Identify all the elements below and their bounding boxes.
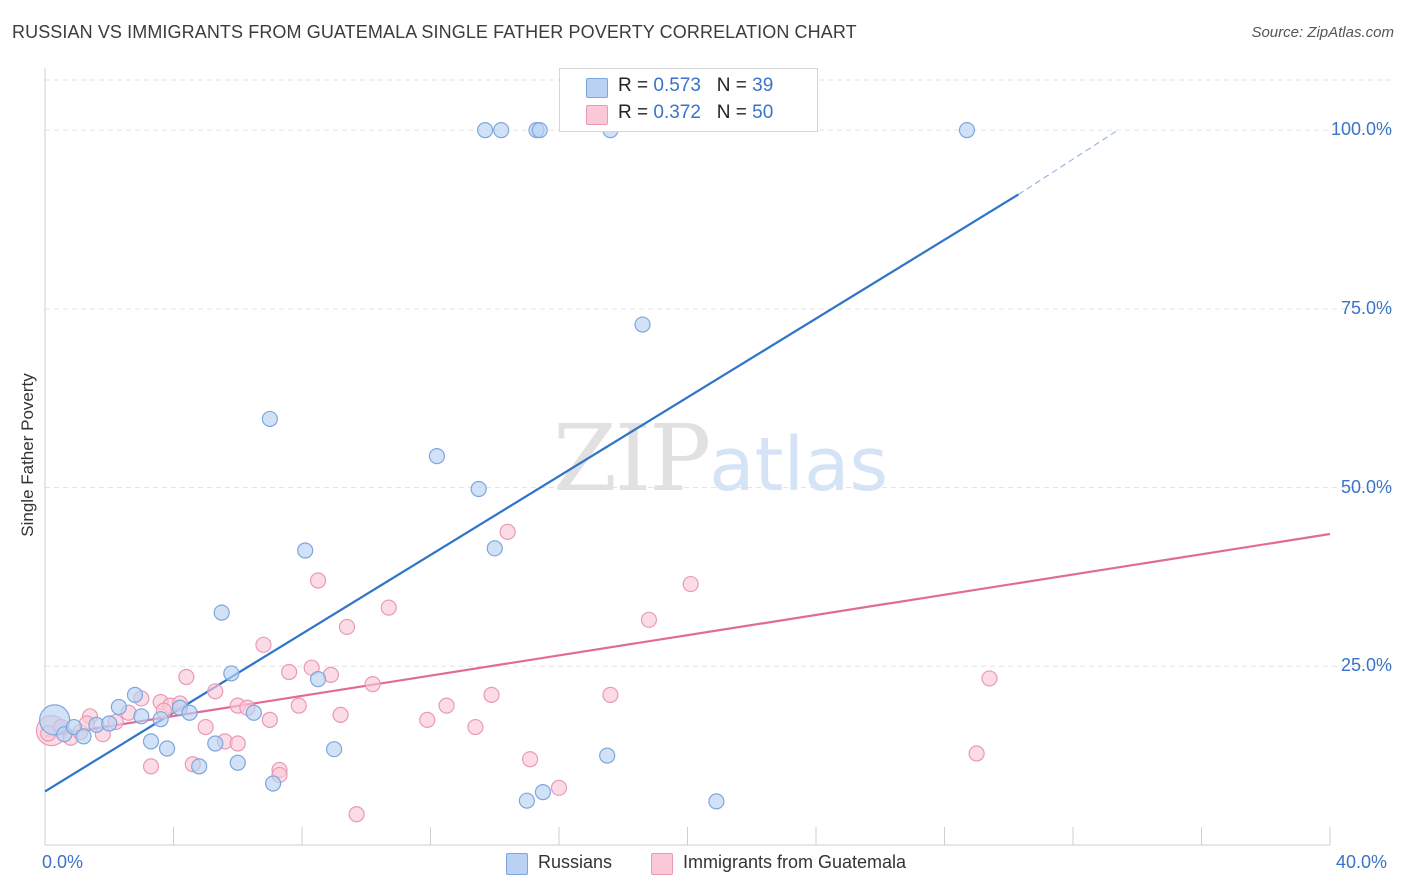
legend-swatch-guatemala — [586, 105, 608, 125]
legend-r-label: R = — [618, 75, 649, 96]
stats-legend: R = 0.573 N = 39 R = 0.372 N = 50 — [559, 68, 818, 132]
series-swatch-guatemala — [651, 853, 673, 875]
point-russians — [534, 783, 552, 801]
point-guatemala — [197, 718, 214, 736]
watermark: ZIPatlas — [553, 405, 888, 512]
point-russians — [531, 122, 548, 139]
point-russians — [229, 754, 246, 771]
point-russians — [486, 540, 503, 557]
point-russians — [326, 741, 343, 758]
point-guatemala — [419, 711, 436, 728]
legend-n-value-russians: 39 — [752, 75, 774, 96]
trendline-russians — [44, 193, 1019, 793]
point-russians — [493, 122, 510, 139]
trendline-russians-extension — [1018, 129, 1119, 195]
point-guatemala — [981, 670, 998, 687]
source-credit: Source: ZipAtlas.com — [1251, 24, 1394, 41]
point-russians — [634, 316, 651, 333]
point-russians — [126, 686, 144, 703]
point-russians — [264, 775, 282, 792]
point-russians — [207, 735, 224, 752]
point-guatemala — [281, 663, 298, 681]
point-russians — [75, 728, 92, 745]
point-russians — [110, 698, 127, 716]
x-tick-label-min: 0.0% — [42, 852, 84, 872]
point-guatemala — [682, 575, 699, 593]
point-guatemala — [364, 676, 381, 693]
point-guatemala — [255, 636, 272, 653]
point-russians — [261, 410, 278, 428]
series-label-guatemala: Immigrants from Guatemala — [683, 852, 907, 872]
point-guatemala — [550, 779, 568, 796]
point-russians — [245, 704, 262, 721]
y-tick-label: 75.0% — [1340, 297, 1392, 318]
point-guatemala — [309, 572, 327, 589]
point-russians — [518, 792, 535, 809]
watermark-zip: ZIP — [553, 405, 711, 512]
y-tick-label: 50.0% — [1340, 476, 1392, 497]
trendline-guatemala — [44, 532, 1331, 738]
legend-r-value-guatemala: 0.372 — [653, 102, 701, 123]
point-guatemala — [380, 599, 397, 616]
point-guatemala — [332, 706, 349, 723]
series-label-russians: Russians — [538, 852, 613, 872]
watermark-atlas: atlas — [709, 422, 888, 508]
point-guatemala — [142, 758, 160, 775]
point-russians — [470, 480, 487, 498]
point-guatemala — [338, 618, 356, 636]
axes — [44, 68, 1331, 846]
point-russians — [428, 447, 446, 465]
point-guatemala — [348, 806, 365, 823]
legend-n-label: N = — [716, 75, 747, 96]
point-russians — [152, 711, 169, 728]
point-russians — [223, 665, 240, 682]
point-guatemala — [178, 668, 195, 686]
series-swatch-russians — [506, 853, 528, 875]
point-russians — [958, 122, 976, 139]
trendlines — [44, 129, 1331, 793]
data-points — [35, 122, 998, 823]
legend-r-value-russians: 0.573 — [653, 75, 701, 96]
point-guatemala — [438, 697, 455, 714]
point-guatemala — [207, 683, 224, 700]
point-guatemala — [640, 611, 658, 628]
point-russians — [181, 704, 198, 721]
point-guatemala — [499, 523, 516, 540]
point-russians — [297, 542, 314, 559]
point-guatemala — [261, 711, 278, 728]
point-guatemala — [290, 697, 307, 714]
point-guatemala — [968, 745, 985, 762]
legend-n-value-guatemala: 50 — [752, 102, 774, 123]
chart-title: RUSSIAN VS IMMIGRANTS FROM GUATEMALA SIN… — [12, 22, 857, 42]
y-tick-label: 100.0% — [1330, 119, 1392, 140]
legend-n-label: N = — [716, 102, 747, 123]
point-guatemala — [467, 718, 484, 736]
point-guatemala — [602, 686, 619, 703]
point-guatemala — [521, 751, 539, 768]
point-russians — [101, 715, 118, 732]
y-tick-label: 25.0% — [1340, 655, 1392, 676]
point-russians — [191, 758, 208, 775]
point-guatemala — [483, 686, 500, 703]
point-russians — [309, 671, 327, 688]
point-russians — [133, 708, 150, 725]
point-russians — [213, 604, 230, 621]
point-russians — [142, 733, 160, 750]
legend-r-label: R = — [618, 102, 649, 123]
point-russians — [599, 747, 616, 764]
point-russians — [158, 740, 176, 757]
point-russians — [477, 122, 494, 139]
point-guatemala — [229, 735, 246, 752]
grid-lines — [45, 79, 1395, 667]
point-russians — [708, 793, 725, 810]
x-tick-label-max: 40.0% — [1336, 852, 1388, 872]
legend-swatch-russians — [586, 78, 608, 98]
